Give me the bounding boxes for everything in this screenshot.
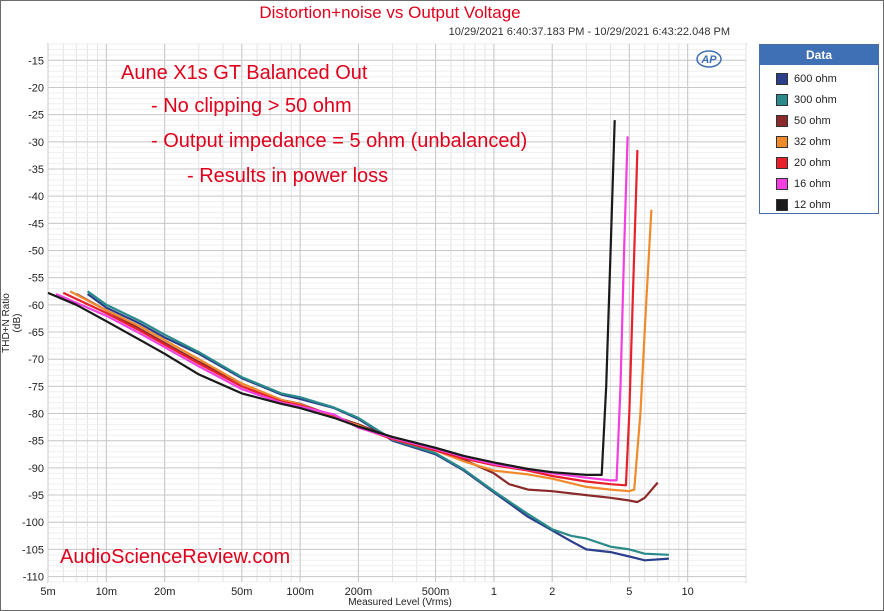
y-tick-label: -75 xyxy=(28,381,44,393)
plot-border xyxy=(47,43,747,583)
legend-swatch xyxy=(776,199,788,211)
y-tick-label: -60 xyxy=(28,300,44,312)
legend-item: 32 ohm xyxy=(776,135,831,149)
legend-label: 12 ohm xyxy=(794,199,831,211)
legend-title: Data xyxy=(760,45,878,65)
chart-subtitle: 10/29/2021 6:40:37.183 PM - 10/29/2021 6… xyxy=(448,26,730,38)
series-line-300-ohm xyxy=(86,290,669,556)
y-tick-label: -90 xyxy=(28,463,44,475)
y-tick-label: -110 xyxy=(23,572,44,584)
legend-item: 300 ohm xyxy=(776,93,837,107)
x-tick-label: 50m xyxy=(231,586,252,598)
ap-logo-text: AP xyxy=(700,54,717,66)
legend-label: 600 ohm xyxy=(794,73,837,85)
y-tick-label: -80 xyxy=(28,409,44,421)
x-tick-label: 5m xyxy=(40,586,55,598)
legend-label: 300 ohm xyxy=(794,94,837,106)
legend-swatch xyxy=(776,115,788,127)
y-tick-label: -50 xyxy=(28,246,44,258)
y-tick-label: -95 xyxy=(28,490,44,502)
series-line-20-ohm xyxy=(62,149,639,487)
legend-item: 600 ohm xyxy=(776,72,837,86)
y-tick-label: -20 xyxy=(28,82,44,94)
legend: Data 600 ohm 300 ohm 50 ohm 32 ohm 20 ohm 16 … xyxy=(759,44,879,214)
legend-swatch xyxy=(776,178,788,190)
legend-item: 12 ohm xyxy=(776,198,831,212)
y-tick-label: -85 xyxy=(28,436,44,448)
y-tick-label: -70 xyxy=(28,354,44,366)
legend-label: 16 ohm xyxy=(794,178,831,190)
watermark-text: AudioScienceReview.com xyxy=(60,546,291,568)
y-tick-label: -40 xyxy=(28,191,44,203)
x-axis-label: Measured Level (Vrms) xyxy=(348,597,452,608)
ap-logo-icon: AP xyxy=(696,50,722,73)
legend-swatch xyxy=(776,73,788,85)
legend-swatch xyxy=(776,94,788,106)
y-tick-label: -100 xyxy=(22,517,44,529)
y-tick-label: -25 xyxy=(28,110,44,122)
y-tick-label: -45 xyxy=(28,218,44,230)
legend-swatch xyxy=(776,157,788,169)
annotation-line-3: - Results in power loss xyxy=(187,165,389,187)
legend-label: 32 ohm xyxy=(794,136,831,148)
legend-label: 20 ohm xyxy=(794,157,831,169)
legend-item: 16 ohm xyxy=(776,177,831,191)
y-tick-label: -55 xyxy=(28,273,44,285)
y-tick-label: -35 xyxy=(28,164,44,176)
x-tick-label: 1 xyxy=(491,586,497,598)
annotation-line-2: - Output impedance = 5 ohm (unbalanced) xyxy=(151,130,528,152)
x-tick-label: 500m xyxy=(422,586,450,598)
series-line-12-ohm xyxy=(47,120,616,476)
y-tick-label: -30 xyxy=(28,137,44,149)
x-tick-label: 10 xyxy=(682,586,694,598)
annotation-title: Aune X1s GT Balanced Out xyxy=(121,62,368,84)
legend-label: 50 ohm xyxy=(794,115,831,127)
x-tick-label: 200m xyxy=(345,586,373,598)
legend-item: 20 ohm xyxy=(776,156,831,170)
legend-swatch xyxy=(776,136,788,148)
annotation-line-1: - No clipping > 50 ohm xyxy=(151,95,352,117)
chart-title: Distortion+noise vs Output Voltage xyxy=(259,3,521,22)
x-tick-label: 2 xyxy=(549,586,555,598)
x-tick-label: 5 xyxy=(626,586,632,598)
y-tick-label: -105 xyxy=(22,544,44,556)
legend-item: 50 ohm xyxy=(776,114,831,128)
x-tick-label: 100m xyxy=(286,586,314,598)
x-tick-label: 20m xyxy=(154,586,175,598)
x-tick-label: 10m xyxy=(96,586,117,598)
y-tick-label: -65 xyxy=(28,327,44,339)
y-tick-label: -15 xyxy=(28,55,44,67)
